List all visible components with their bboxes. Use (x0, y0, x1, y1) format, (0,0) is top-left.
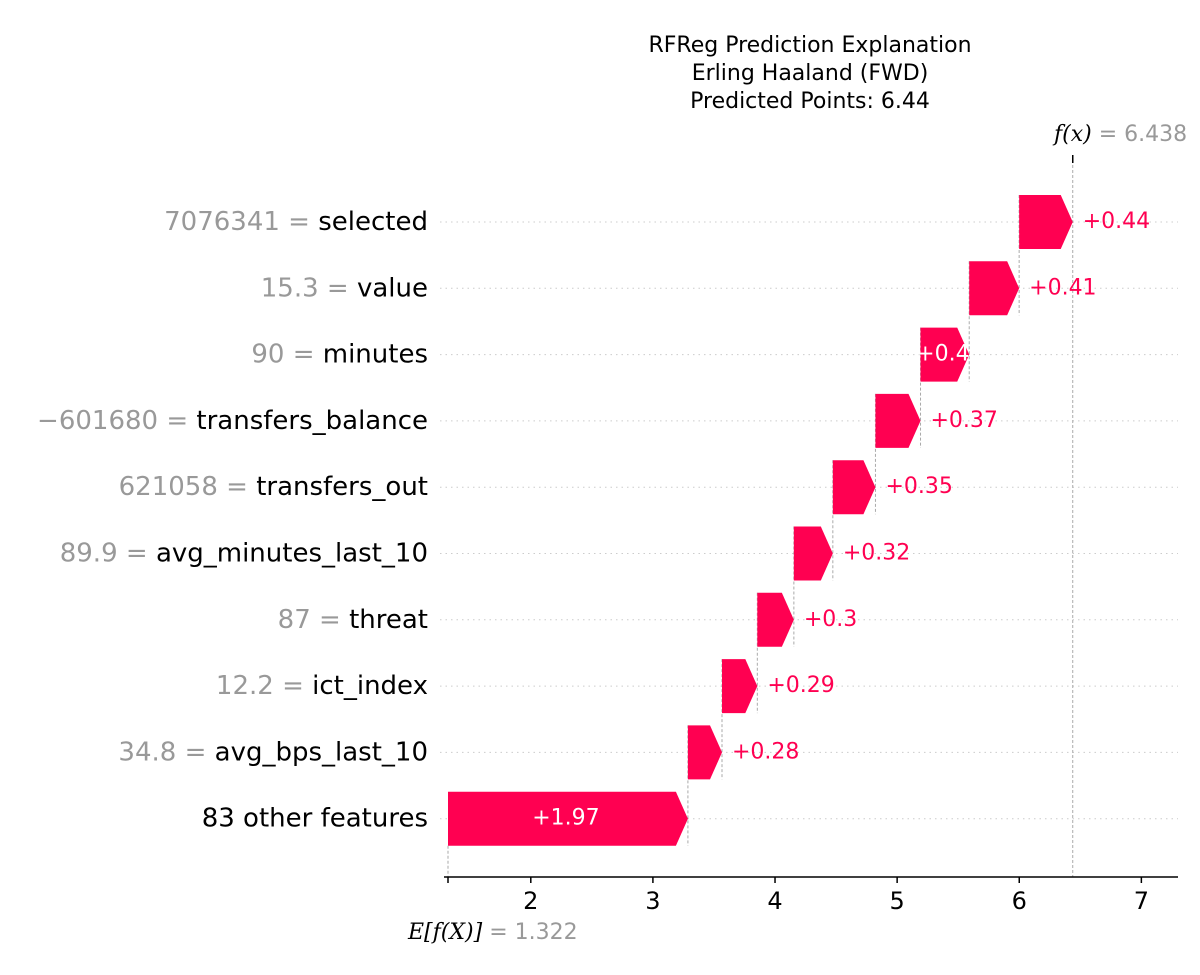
x-tick-label: 4 (767, 887, 782, 915)
feature-name: avg_minutes_last_10 (156, 538, 428, 568)
contribution-label: +0.4 (916, 342, 969, 367)
feature-value: 12.2 = (216, 671, 312, 701)
waterfall-bar (875, 393, 921, 448)
waterfall-bar (687, 725, 723, 780)
output-value-annotation: f(x) = 6.438 (1052, 122, 1187, 147)
contribution-label: +0.3 (804, 607, 857, 632)
contribution-label: +0.28 (732, 739, 799, 764)
x-tick-label: 3 (645, 887, 660, 915)
base-value-label: E[f(X)] (407, 920, 489, 945)
feature-label: 15.3 = value (261, 273, 428, 303)
feature-value: −601680 = (37, 405, 196, 435)
base-value-text: = 1.322 (489, 920, 577, 945)
output-value-label: f(x) (1052, 122, 1099, 147)
contribution-label: +0.35 (885, 474, 952, 499)
feature-label: 34.8 = avg_bps_last_10 (118, 737, 428, 767)
feature-value: 15.3 = (261, 273, 357, 303)
feature-name: transfers_out (256, 472, 428, 502)
output-value-text: = 6.438 (1099, 122, 1187, 147)
feature-label: 83 other features (202, 803, 428, 833)
feature-name: value (357, 273, 428, 303)
chart-title-line: Predicted Points: 6.44 (690, 89, 930, 114)
contribution-label: +0.37 (931, 408, 998, 433)
feature-name: ict_index (312, 671, 428, 701)
waterfall-bar (722, 659, 758, 714)
chart-title-line: Erling Haaland (FWD) (692, 61, 929, 86)
x-tick-label: 2 (523, 887, 538, 915)
waterfall-bar (448, 791, 688, 846)
feature-label: −601680 = transfers_balance (37, 405, 428, 435)
feature-name: 83 other features (202, 803, 428, 833)
chart-title-line: RFReg Prediction Explanation (648, 33, 971, 58)
feature-label: 621058 = transfers_out (119, 472, 428, 502)
feature-value: 621058 = (119, 472, 257, 502)
contribution-label: +0.32 (843, 541, 910, 566)
waterfall-bar (757, 592, 794, 647)
x-tick-label: 5 (889, 887, 904, 915)
contribution-label: +1.97 (532, 806, 599, 831)
feature-label: 89.9 = avg_minutes_last_10 (60, 538, 428, 568)
waterfall-bar (793, 526, 833, 581)
contribution-label: +0.44 (1083, 209, 1150, 234)
feature-value: 7076341 = (164, 207, 318, 237)
feature-name: selected (318, 207, 428, 237)
waterfall-bar (969, 261, 1020, 316)
x-tick-label: 6 (1012, 887, 1027, 915)
feature-label: 90 = minutes (251, 339, 428, 369)
feature-name: threat (349, 604, 428, 634)
feature-value: 34.8 = (118, 737, 214, 767)
feature-value: 90 = (251, 339, 322, 369)
feature-label: 12.2 = ict_index (216, 671, 428, 701)
contribution-label: +0.29 (767, 673, 834, 698)
contribution-label: +0.41 (1029, 275, 1096, 300)
feature-name: transfers_balance (196, 405, 428, 435)
waterfall-bar (1019, 195, 1073, 249)
base-value-annotation: E[f(X)] = 1.322 (407, 920, 578, 945)
feature-label: 87 = threat (278, 604, 428, 634)
feature-name: minutes (323, 339, 428, 369)
feature-value: 89.9 = (60, 538, 156, 568)
waterfall-bar (920, 327, 970, 382)
feature-name: avg_bps_last_10 (215, 737, 428, 767)
x-tick-label: 7 (1134, 887, 1149, 915)
feature-value: 87 = (278, 604, 349, 634)
feature-label: 7076341 = selected (164, 207, 428, 237)
waterfall-bar (832, 460, 876, 515)
